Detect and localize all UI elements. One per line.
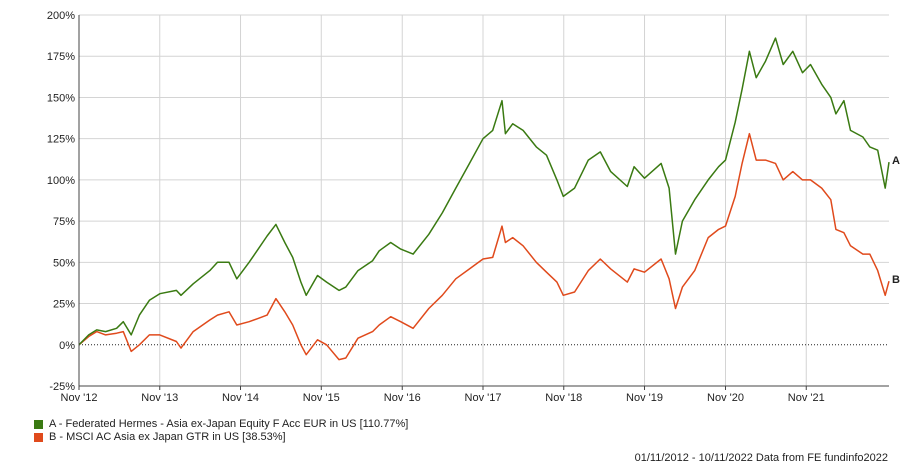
- legend-swatch-b: [34, 433, 43, 442]
- data-source-footer: 01/11/2012 - 10/11/2022 Data from FE fun…: [634, 452, 888, 464]
- y-axis-tick-labels: -25% 0% 25% 50% 75% 100% 125% 150% 175% 200%: [47, 10, 75, 393]
- series-line-b: [78, 132, 890, 361]
- x-tick-label: Nov '20: [707, 392, 744, 404]
- y-tick-label: 50%: [53, 257, 75, 269]
- y-tick-label: 150%: [47, 92, 75, 104]
- series-end-label-a: A: [892, 155, 900, 167]
- y-tick-label: 200%: [47, 10, 75, 22]
- x-tick-label: Nov '13: [141, 392, 178, 404]
- x-tick-label: Nov '14: [222, 392, 259, 404]
- grid: [78, 14, 889, 387]
- y-tick-label: -25%: [49, 381, 75, 393]
- x-tick-label: Nov '19: [626, 392, 663, 404]
- legend-label-a: A - Federated Hermes - Asia ex-Japan Equ…: [49, 418, 409, 430]
- x-tick-label: Nov '16: [384, 392, 421, 404]
- x-axis-tick-labels: Nov '12 Nov '13 Nov '14 Nov '15 Nov '16 Nov '…: [61, 392, 825, 404]
- x-tick-label: Nov '17: [465, 392, 502, 404]
- y-tick-label: 125%: [47, 134, 75, 146]
- y-tick-label: 25%: [53, 299, 75, 311]
- legend-swatch-a: [34, 420, 43, 429]
- y-tick-label: 0%: [59, 340, 75, 352]
- series-end-label-b: B: [892, 274, 900, 286]
- y-tick-label: 175%: [47, 51, 75, 63]
- axes: [78, 15, 889, 390]
- series-lines: [78, 37, 890, 361]
- x-tick-label: Nov '15: [303, 392, 340, 404]
- series-line-a: [78, 37, 890, 346]
- legend-label-b: B - MSCI AC Asia ex Japan GTR in US [38.…: [49, 431, 286, 443]
- legend-item-b: B - MSCI AC Asia ex Japan GTR in US [38.…: [34, 431, 408, 444]
- legend-item-a: A - Federated Hermes - Asia ex-Japan Equ…: [34, 418, 408, 431]
- legend: A - Federated Hermes - Asia ex-Japan Equ…: [34, 418, 408, 444]
- x-tick-label: Nov '12: [61, 392, 98, 404]
- series-end-labels: BA: [892, 155, 900, 286]
- x-tick-label: Nov '21: [788, 392, 825, 404]
- y-tick-label: 75%: [53, 216, 75, 228]
- x-tick-label: Nov '18: [545, 392, 582, 404]
- y-tick-label: 100%: [47, 175, 75, 187]
